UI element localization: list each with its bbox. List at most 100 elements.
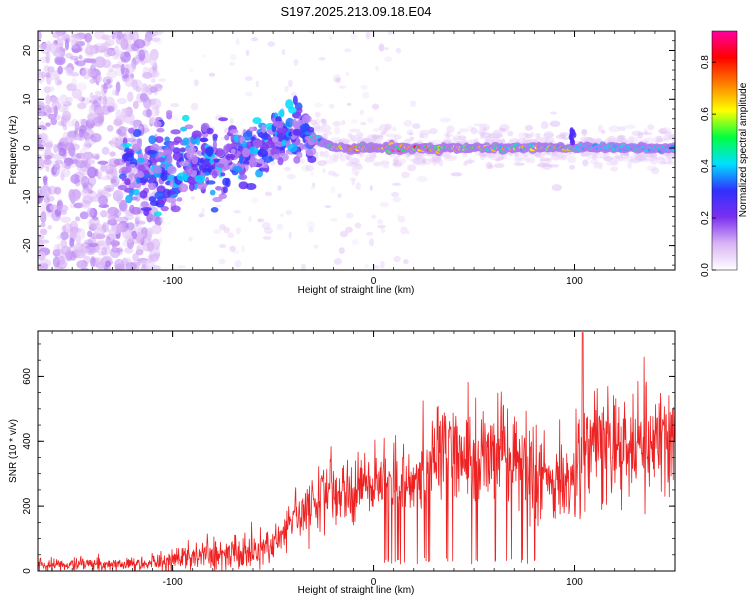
spectrogram-blob bbox=[232, 165, 243, 172]
spectrogram-y-ticks: -20 -10 0 10 20 bbox=[22, 30, 675, 266]
spectrogram-blob bbox=[77, 46, 83, 52]
spectrogram-x-ticks: -100 0 100 bbox=[51, 31, 676, 287]
spectrogram-blob bbox=[120, 63, 125, 75]
spectrogram-blob bbox=[92, 95, 99, 100]
spectrogram-blob bbox=[313, 244, 319, 249]
spectrogram-blob bbox=[44, 72, 51, 78]
spectrogram-blob bbox=[315, 127, 321, 133]
spectrogram-blob bbox=[132, 128, 142, 138]
spectrogram-blob bbox=[457, 135, 467, 141]
spectrogram-blob bbox=[131, 42, 140, 52]
spectrogram-blob bbox=[597, 162, 603, 170]
spectrogram-blob bbox=[125, 161, 132, 167]
spectrogram-blob bbox=[91, 152, 101, 160]
spectrogram-blob bbox=[46, 211, 55, 218]
spectrogram-blob bbox=[351, 165, 357, 171]
spectrogram-blob bbox=[75, 216, 81, 222]
spectrogram-blob bbox=[155, 136, 164, 144]
spectrogram-blob bbox=[467, 139, 477, 144]
spectrogram-blob bbox=[84, 32, 93, 43]
spectrogram-blob bbox=[320, 118, 326, 124]
spectrogram-blob bbox=[288, 79, 293, 88]
spectrogram-blob bbox=[416, 176, 428, 183]
spectrogram-blob bbox=[332, 151, 343, 159]
spectrogram-blob bbox=[97, 195, 109, 206]
spectrogram-blob bbox=[664, 161, 675, 165]
spectrogram-blob bbox=[499, 130, 507, 134]
spectrogram-blob bbox=[370, 214, 377, 219]
spectrogram-blob bbox=[101, 222, 110, 233]
spectrogram-blob bbox=[121, 142, 132, 148]
spectrogram-blob bbox=[40, 71, 46, 79]
spectrogram-blob bbox=[540, 121, 549, 130]
spectrogram-blob bbox=[482, 126, 487, 131]
spectrogram-blob bbox=[379, 201, 389, 208]
spectrogram-blob bbox=[124, 234, 134, 244]
spectrogram-blob bbox=[624, 124, 636, 129]
spectrogram-blob bbox=[480, 132, 492, 139]
spectrogram-blob bbox=[656, 157, 667, 162]
spectrogram-blob bbox=[348, 128, 361, 133]
spectrogram-blob bbox=[617, 134, 626, 139]
spectrogram-blob bbox=[479, 152, 486, 156]
spectrogram-blob bbox=[87, 67, 96, 78]
spectrogram-blob bbox=[345, 212, 354, 219]
spectrogram-blob bbox=[38, 100, 45, 112]
spectrogram-blob bbox=[104, 244, 111, 250]
spectrogram-blob bbox=[59, 259, 68, 268]
spectrogram-blob bbox=[267, 41, 276, 47]
spectrogram-blob bbox=[167, 165, 177, 175]
spectrogram-blob bbox=[147, 182, 157, 191]
spectrogram-blob bbox=[182, 137, 190, 146]
spectrogram-blob bbox=[80, 188, 89, 197]
spectrogram-blob bbox=[410, 100, 417, 108]
spectrogram-blob bbox=[152, 165, 162, 175]
spectrogram-blob bbox=[90, 58, 96, 64]
spectrogram-blob bbox=[86, 166, 97, 179]
spectrogram-blob bbox=[140, 260, 151, 265]
spectrogram-blob bbox=[252, 139, 263, 148]
spectrogram-blob bbox=[488, 152, 500, 161]
spectrogram-blob bbox=[135, 248, 144, 256]
spectrogram-blob bbox=[43, 196, 50, 204]
spectrogram-blob bbox=[396, 213, 401, 219]
spectrogram-blob bbox=[77, 245, 86, 256]
spectrogram-blob bbox=[78, 128, 85, 138]
spectrogram-blob bbox=[293, 156, 301, 164]
spectrogram-blob bbox=[54, 209, 61, 218]
spectrogram-blob bbox=[101, 41, 112, 49]
spectrogram-blob bbox=[78, 228, 86, 240]
spectrogram-blob bbox=[580, 136, 590, 142]
spectrogram-blob bbox=[86, 42, 91, 53]
spectrogram-blob bbox=[287, 143, 298, 153]
spectrogram-blob bbox=[630, 154, 637, 162]
spectrogram-blob bbox=[379, 260, 385, 269]
spectrogram-blob bbox=[439, 117, 451, 123]
spectrogram-blob bbox=[284, 167, 291, 173]
spectrogram-blob bbox=[150, 78, 156, 83]
spectrogram-blob bbox=[285, 99, 294, 110]
spectrogram-blob bbox=[101, 246, 108, 256]
spectrogram-blob bbox=[487, 164, 494, 169]
spectrogram-blob bbox=[549, 120, 561, 127]
spectrogram-blob bbox=[58, 147, 67, 157]
spectrogram-blob bbox=[329, 103, 335, 109]
spectrogram-blob bbox=[130, 67, 136, 72]
snr-x-tick-label: -100 bbox=[163, 577, 183, 588]
spectrogram-blob bbox=[314, 111, 321, 118]
spectrogram-blob bbox=[615, 155, 620, 160]
spectrogram-blob bbox=[250, 197, 259, 204]
spectrogram-blob bbox=[255, 80, 259, 88]
spectrogram-blob bbox=[494, 158, 501, 162]
snr-x-tick-label: 0 bbox=[371, 577, 377, 588]
spectrogram-blob bbox=[136, 246, 141, 252]
spectrogram-blob bbox=[199, 211, 203, 219]
spectrogram-blob bbox=[104, 260, 112, 268]
spectrogram-blob bbox=[281, 49, 286, 56]
spectrogram-blob bbox=[157, 157, 166, 163]
spectrogram-blob bbox=[203, 54, 207, 58]
spectrogram-blob bbox=[627, 161, 632, 170]
spectrogram-blob bbox=[270, 148, 280, 154]
spectrogram-blob bbox=[160, 205, 169, 212]
spectrogram-blob bbox=[401, 171, 410, 179]
